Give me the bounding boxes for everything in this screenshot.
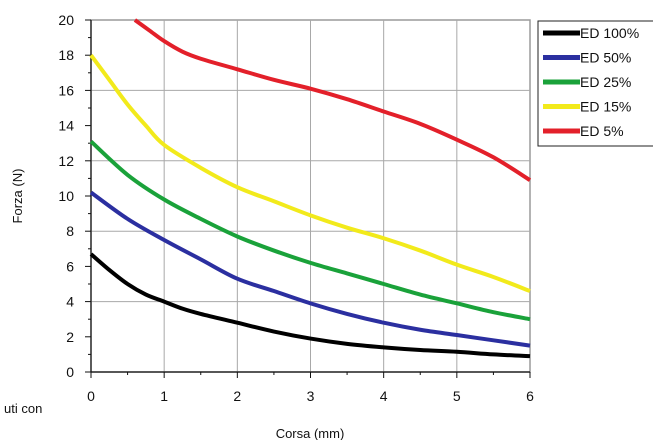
legend: ED 100% ED 50% ED 25% ED 15% ED 5% [537,20,653,147]
y-tick-label: 2 [66,329,74,345]
legend-label-ed-15: ED 15% [580,99,631,115]
series-line-ed-5 [133,18,532,182]
y-tick-label: 18 [58,47,74,63]
y-axis-title: Forza (N) [10,169,25,224]
x-tick-label: 4 [380,388,388,404]
series-line-ed-15 [89,54,531,293]
y-tick-labels: 0 2 4 6 8 10 12 14 16 18 20 [58,12,74,380]
y-tick-label: 20 [58,12,74,28]
x-tick-label: 6 [526,388,534,404]
x-tick-label: 2 [233,388,241,404]
legend-items: ED 100% ED 50% ED 25% ED 15% ED 5% [543,25,639,139]
legend-label-ed-100: ED 100% [580,25,639,41]
y-tick-label: 10 [58,188,74,204]
y-tick-label: 0 [66,364,74,380]
y-tick-label: 4 [66,294,74,310]
x-tick-labels: 0 1 2 3 4 5 6 [87,388,534,404]
y-tick-label: 14 [58,118,74,134]
legend-label-ed-5: ED 5% [580,123,624,139]
series-line-ed-100 [89,252,531,359]
x-tick-label: 0 [87,388,95,404]
x-tick-label: 3 [307,388,315,404]
x-tick-label: 5 [453,388,461,404]
y-tick-label: 8 [66,223,74,239]
legend-label-ed-50: ED 50% [580,50,631,66]
y-tick-label: 12 [58,153,74,169]
axes [85,19,531,378]
x-tick-label: 1 [160,388,168,404]
cropped-fragment-text: uti con [4,401,42,416]
series-line-ed-50 [89,190,531,348]
series-line-ed-25 [89,139,531,322]
y-tick-label: 16 [58,82,74,98]
legend-label-ed-25: ED 25% [580,74,631,90]
series-layer [89,18,532,359]
x-axis-title: Corsa (mm) [276,426,345,440]
y-tick-label: 6 [66,258,74,274]
